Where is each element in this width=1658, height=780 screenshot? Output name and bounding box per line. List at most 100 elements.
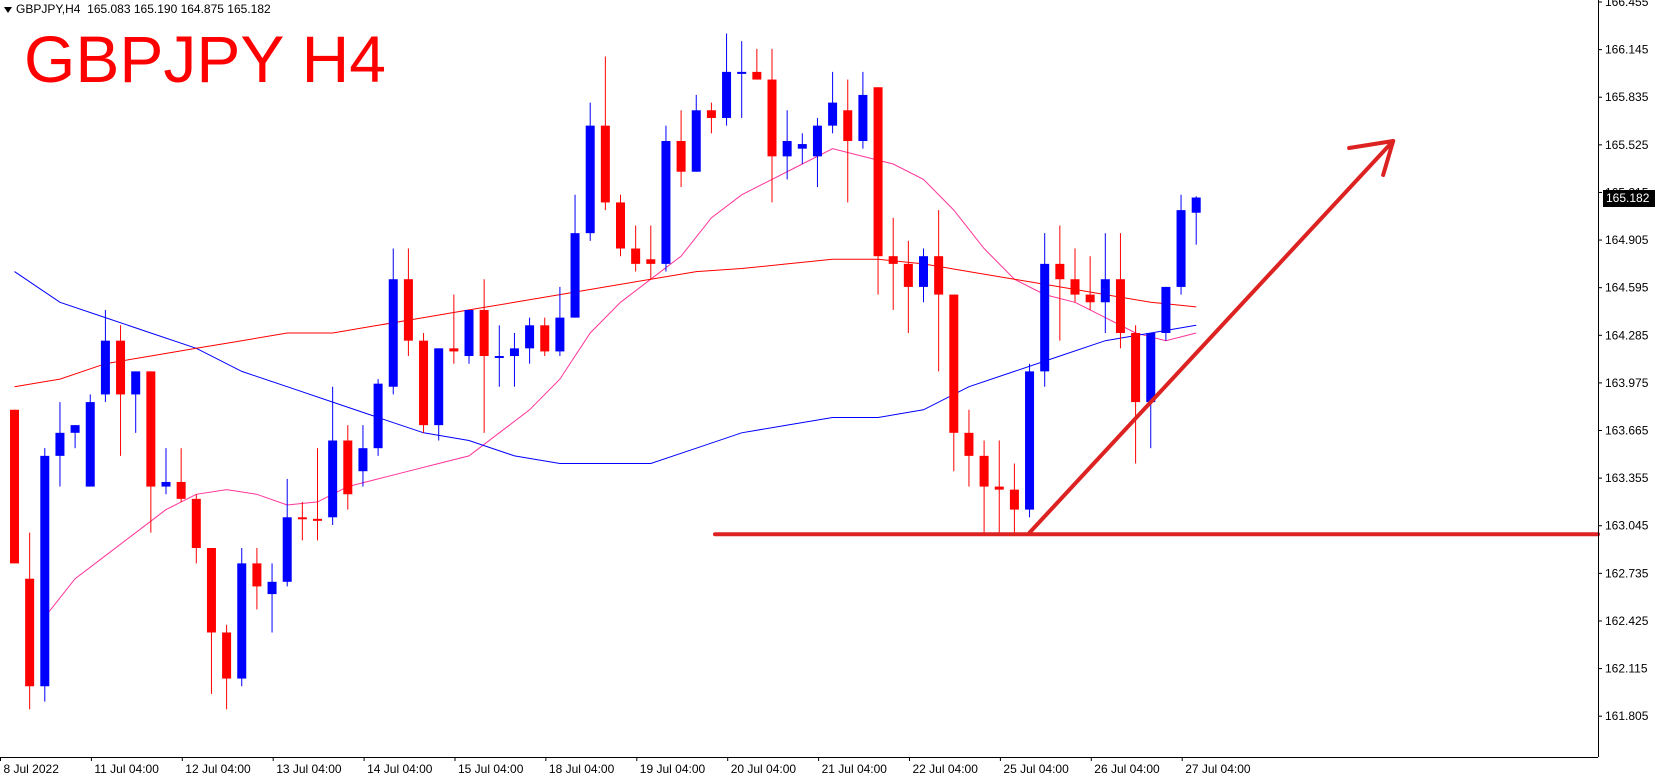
- candle: [85, 394, 95, 487]
- y-tick-label: 163.045: [1605, 519, 1649, 533]
- candle-body: [494, 356, 504, 359]
- candle: [797, 133, 807, 165]
- candle-body: [1161, 286, 1171, 333]
- candle: [1176, 194, 1186, 295]
- candle: [676, 110, 686, 188]
- candle: [1161, 286, 1171, 341]
- candle-body: [1176, 210, 1186, 287]
- candle-body: [85, 402, 95, 487]
- candle-body: [146, 371, 156, 487]
- candle: [555, 286, 565, 357]
- candle-body: [116, 340, 126, 395]
- candle: [328, 386, 338, 525]
- candle: [358, 425, 368, 487]
- candle: [979, 440, 989, 533]
- candle: [1131, 325, 1141, 464]
- candle: [525, 317, 535, 364]
- candle: [267, 563, 277, 633]
- candle: [1025, 363, 1035, 518]
- candle-body: [70, 425, 80, 433]
- y-tick-label: 164.285: [1605, 328, 1649, 342]
- candle-body: [1055, 263, 1065, 280]
- candle-body: [767, 79, 777, 157]
- candle-body: [903, 263, 913, 287]
- candle-body: [191, 498, 201, 549]
- y-tick-label: 163.975: [1605, 376, 1649, 390]
- trend-arrow-head: [1347, 138, 1396, 177]
- candle-body: [661, 140, 671, 264]
- candle: [40, 448, 50, 702]
- x-tick-label: 22 Jul 04:00: [913, 762, 979, 776]
- candle-body: [737, 71, 747, 74]
- candle: [1115, 233, 1125, 349]
- candle-body: [509, 348, 519, 357]
- candle-body: [419, 340, 429, 426]
- candle-body: [1070, 279, 1080, 295]
- candle: [252, 548, 262, 610]
- candle-body: [646, 259, 656, 264]
- candle-body: [616, 202, 625, 249]
- candle-body: [1131, 332, 1141, 403]
- candle: [812, 117, 822, 188]
- candle-body: [206, 548, 216, 633]
- candle-body: [570, 233, 580, 318]
- candle-body: [949, 294, 959, 433]
- candle-body: [1115, 279, 1125, 333]
- candle-body: [525, 325, 535, 349]
- candle: [1146, 332, 1156, 449]
- candle-body: [388, 279, 398, 387]
- candle: [434, 348, 444, 441]
- candle-body: [237, 563, 247, 679]
- candle: [161, 448, 171, 495]
- candle-body: [722, 71, 732, 118]
- candle-body: [176, 481, 186, 499]
- candle: [782, 110, 792, 180]
- ohlc-values: 165.083 165.190 164.875 165.182: [87, 2, 271, 16]
- y-tick-label: 166.145: [1605, 43, 1649, 57]
- y-tick-label: 165.835: [1605, 90, 1649, 104]
- chart-header: GBPJPY,H4 165.083 165.190 164.875 165.18…: [4, 2, 271, 16]
- moving-average-line: [44, 148, 1197, 618]
- candle: [403, 248, 413, 357]
- x-tick-label: 27 Jul 04:00: [1185, 762, 1251, 776]
- candle: [646, 225, 656, 280]
- candle-body: [555, 317, 565, 352]
- y-tick-label: 162.115: [1605, 662, 1648, 676]
- candle-body: [403, 279, 413, 341]
- candle: [570, 194, 580, 318]
- candle: [585, 102, 595, 241]
- candle: [449, 294, 459, 364]
- candle: [191, 494, 201, 564]
- candle-body: [858, 94, 868, 141]
- candle-body: [479, 309, 489, 357]
- dropdown-triangle-icon[interactable]: [4, 6, 12, 13]
- candle: [949, 294, 959, 472]
- candle-body: [267, 581, 277, 595]
- candle-body: [797, 144, 807, 149]
- moving-average-line: [14, 271, 1197, 464]
- annotations: [713, 138, 1600, 537]
- candle: [964, 409, 974, 487]
- candle-body: [873, 87, 883, 257]
- candle-body: [676, 140, 686, 172]
- candle: [722, 33, 732, 126]
- candle: [10, 409, 19, 564]
- last-price-tag: 165.182: [1603, 189, 1655, 207]
- candle: [828, 71, 838, 134]
- symbol-timeframe: GBPJPY,H4: [16, 2, 81, 16]
- y-tick-label: 163.665: [1605, 424, 1649, 438]
- candle-body: [1146, 332, 1156, 403]
- candle: [297, 501, 307, 541]
- candle-body: [464, 309, 474, 357]
- x-tick-label: 11 Jul 04:00: [94, 762, 159, 776]
- candle-body: [313, 518, 322, 521]
- candle: [1070, 248, 1080, 303]
- candle: [313, 448, 322, 541]
- y-tick-label: 164.905: [1605, 233, 1649, 247]
- candlesticks: [10, 33, 1201, 710]
- candle-body: [131, 371, 141, 395]
- candle: [388, 248, 398, 395]
- candle-body: [691, 110, 701, 172]
- candle: [25, 532, 35, 710]
